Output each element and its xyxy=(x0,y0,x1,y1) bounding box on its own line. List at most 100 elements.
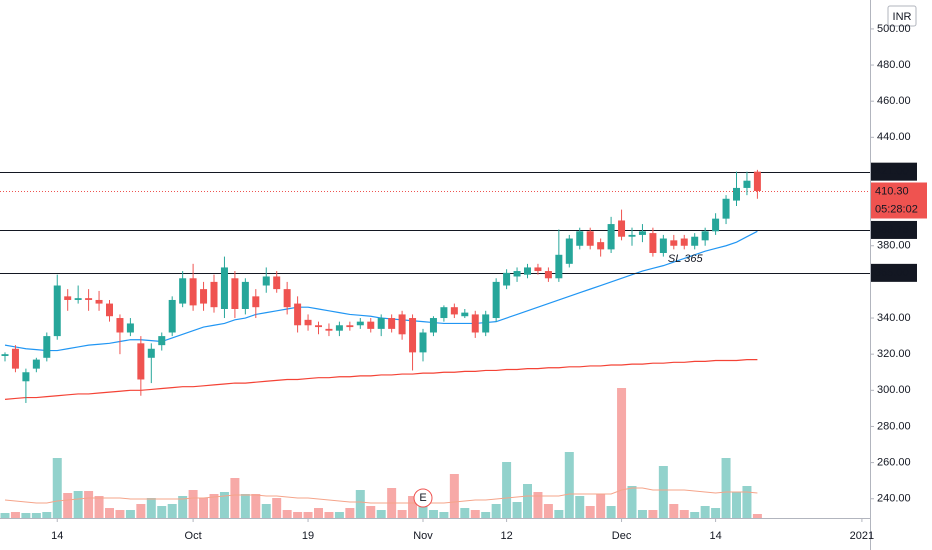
volume-bar xyxy=(366,506,376,518)
volume-bar xyxy=(10,512,20,518)
volume-bar xyxy=(199,498,209,518)
volume-bar xyxy=(679,510,689,518)
candle-body xyxy=(32,359,40,369)
candle-body xyxy=(670,240,678,246)
currency-label[interactable]: INR xyxy=(893,11,912,23)
candle-body xyxy=(659,238,667,253)
candle-body xyxy=(179,278,187,304)
volume-bar xyxy=(136,504,146,518)
volume-bar xyxy=(711,508,721,518)
candle-body xyxy=(576,231,584,246)
candle-body xyxy=(158,336,166,346)
candle-body xyxy=(200,289,208,304)
volume-bar xyxy=(752,514,762,518)
x-tick-label: 14 xyxy=(51,530,63,542)
y-tick-label: 320.00 xyxy=(877,348,911,360)
candle-body xyxy=(628,234,636,237)
volume-bar xyxy=(0,513,10,518)
volume-bar xyxy=(470,510,480,518)
candle-body xyxy=(294,303,302,326)
x-tick-label: 19 xyxy=(302,530,314,542)
x-tick-label: Dec xyxy=(612,530,632,542)
candle-body xyxy=(597,242,605,250)
volume-bar xyxy=(428,510,438,518)
y-tick-label: 240.00 xyxy=(877,493,911,505)
candle-body xyxy=(429,318,437,333)
candle-body xyxy=(450,307,458,315)
y-tick-label: 480.00 xyxy=(877,59,911,71)
volume-bar xyxy=(230,478,240,518)
candle-body xyxy=(618,220,626,237)
candle-body xyxy=(649,233,657,253)
candle-body xyxy=(722,198,730,219)
volume-bar xyxy=(700,506,710,518)
volume-bar xyxy=(345,508,355,518)
annotation: SL 365 xyxy=(668,253,704,265)
candle-body xyxy=(544,271,552,279)
volume-pane xyxy=(0,388,762,518)
candle-body xyxy=(22,372,30,382)
volume-bar xyxy=(240,494,250,518)
volume-bar xyxy=(52,458,62,518)
candle-body xyxy=(168,299,176,333)
y-tick-label: 300.00 xyxy=(877,384,911,396)
last-price-label: 410.30 xyxy=(875,185,909,197)
countdown-label: 05:28:02 xyxy=(875,203,918,215)
y-tick-label: 460.00 xyxy=(877,95,911,107)
price-label-box xyxy=(871,162,917,181)
candle-body xyxy=(524,267,531,275)
volume-bar xyxy=(94,496,104,518)
candle-body xyxy=(147,348,155,358)
candle-body xyxy=(513,271,521,277)
price-label-box xyxy=(871,220,917,239)
candle-body xyxy=(607,224,615,250)
volume-bar xyxy=(209,494,219,518)
candle-body xyxy=(95,299,103,304)
candle-body xyxy=(555,254,563,279)
volume-bar xyxy=(261,504,271,518)
candle-body xyxy=(252,296,260,308)
candle-body xyxy=(283,289,291,308)
y-tick-label: 440.00 xyxy=(877,131,911,143)
candle-body xyxy=(304,319,312,326)
volume-bar xyxy=(324,512,334,518)
volume-bar xyxy=(533,492,543,518)
candle-body xyxy=(753,171,761,192)
volume-bar xyxy=(408,496,418,518)
volume-bar xyxy=(502,462,512,518)
volume-bar xyxy=(627,486,637,518)
x-tick-label: Oct xyxy=(185,530,202,542)
candle-body xyxy=(189,278,197,306)
volume-bar xyxy=(439,512,449,518)
candle-body xyxy=(712,218,720,232)
volume-bar xyxy=(648,510,658,518)
volume-bar xyxy=(606,506,616,518)
volume-bar xyxy=(84,491,94,518)
volume-bar xyxy=(721,458,731,518)
candle-body xyxy=(315,325,322,328)
volume-bar xyxy=(742,486,752,518)
candle-body xyxy=(388,318,396,329)
price-label-box xyxy=(871,263,917,282)
x-tick-label: 2021 xyxy=(850,530,874,542)
y-tick-label: 380.00 xyxy=(877,240,911,252)
candle-body xyxy=(482,314,490,333)
candle-body xyxy=(1,354,9,356)
volume-bar xyxy=(732,492,741,518)
volume-bar xyxy=(73,491,83,518)
volume-bar xyxy=(575,496,585,518)
candle-body xyxy=(461,312,469,317)
volume-bar xyxy=(669,504,679,518)
volume-bar xyxy=(31,513,41,518)
event-marker[interactable] xyxy=(413,488,433,508)
candle-body xyxy=(534,267,542,272)
volume-bar xyxy=(303,512,313,518)
x-tick-label: 14 xyxy=(709,530,721,542)
candle-body xyxy=(691,236,699,246)
x-tick-label: 12 xyxy=(500,530,512,542)
currency-box[interactable] xyxy=(887,5,917,27)
candle-body xyxy=(733,187,740,201)
candle-body xyxy=(701,231,709,241)
